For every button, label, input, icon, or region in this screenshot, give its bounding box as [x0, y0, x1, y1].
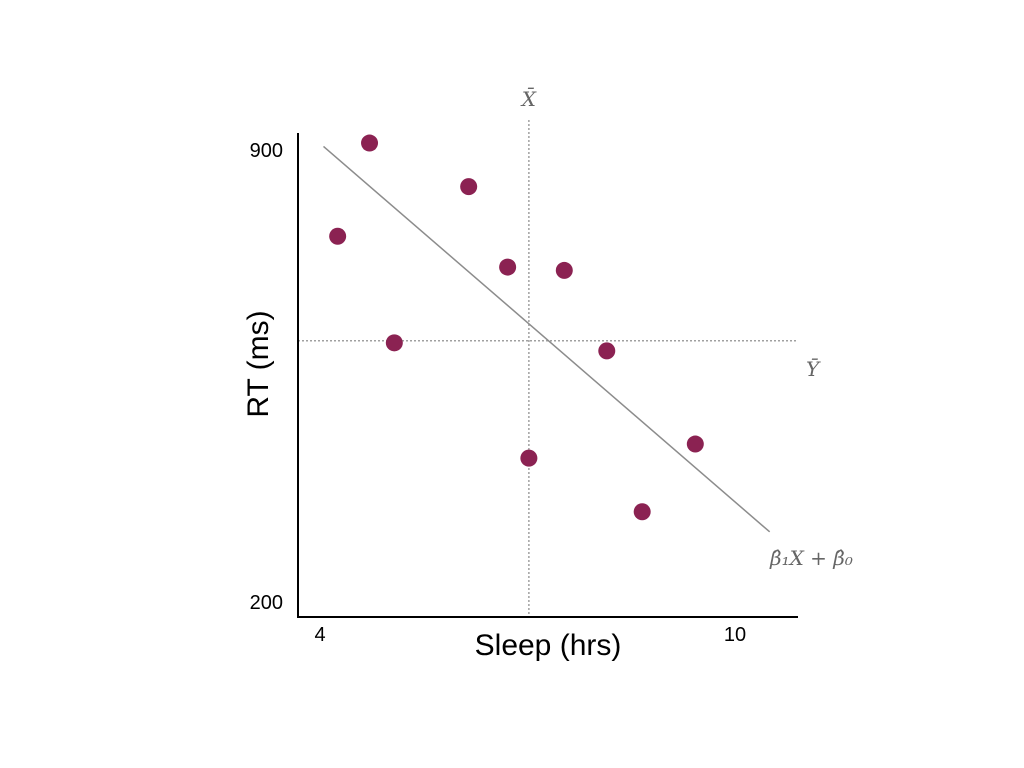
regression-equation-label: β̂₁X + β̂₀ [769, 546, 853, 570]
x-mean-label: X̄ [520, 86, 537, 111]
data-point [520, 449, 538, 467]
data-point [499, 258, 517, 276]
y-tick-labels: 900 200 [250, 140, 283, 614]
data-point [385, 334, 403, 352]
data-point [686, 435, 704, 453]
data-point [361, 134, 379, 152]
data-point [460, 178, 478, 196]
data-point [555, 261, 573, 279]
data-point [329, 227, 347, 245]
regression-line [323, 145, 771, 533]
y-tick-label: 900 [250, 140, 283, 162]
y-axis-label: RT (ms) [242, 310, 275, 417]
x-tick-label: 4 [314, 624, 325, 646]
x-tick-labels: 4 10 [314, 624, 746, 646]
data-point [633, 503, 651, 521]
x-tick-label: 10 [724, 624, 746, 646]
x-axis-label: Sleep (hrs) [475, 629, 622, 662]
y-tick-label: 200 [250, 592, 283, 614]
y-mean-label: Ȳ [806, 357, 821, 381]
data-point [598, 342, 616, 360]
data-points [329, 134, 704, 521]
